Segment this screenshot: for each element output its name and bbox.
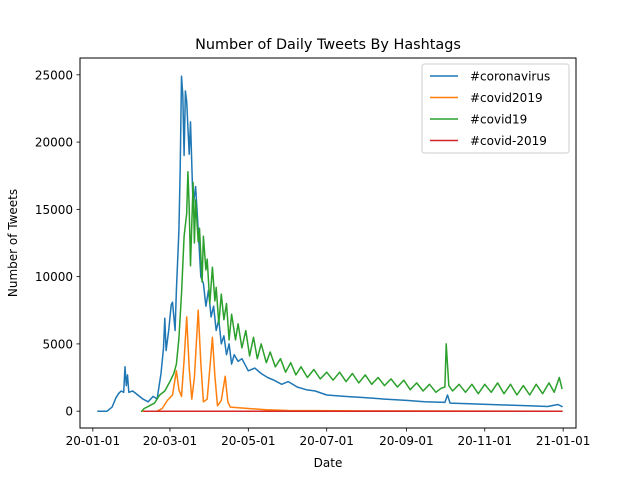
legend-box [421,63,570,154]
y-axis: 0 5000 10000 15000 20000 25000 [35,68,80,419]
legend: #coronavirus #covid2019 #covid19 #covid-201… [421,63,570,154]
y-tick-label: 25000 [35,68,73,82]
legend-label: #coronavirus [470,70,550,84]
series-line-coronavirus [97,75,563,412]
x-axis-label: Date [314,456,343,470]
y-tick-label: 5000 [42,337,73,351]
x-tick-label: 20-07-01 [299,434,353,448]
x-axis: 20-01-01 20-03-01 20-05-01 20-07-01 20-09-01… [66,428,590,448]
x-tick-label: 20-11-01 [458,434,512,448]
legend-label: #covid-2019 [470,134,547,148]
y-tick-label: 10000 [35,270,73,284]
x-tick-label: 20-05-01 [221,434,275,448]
y-tick-label: 20000 [35,136,73,150]
x-tick-label: 20-09-01 [379,434,433,448]
series-line-covid19 [140,170,563,413]
x-tick-label: 20-01-01 [66,434,120,448]
x-tick-label: 21-01-01 [536,434,590,448]
y-tick-label: 15000 [35,203,73,217]
x-tick-label: 20-03-01 [143,434,197,448]
plot-frame [79,57,577,429]
legend-label: #covid19 [470,113,527,127]
legend-label: #covid2019 [470,91,543,105]
chart-title: Number of Daily Tweets By Hashtags [195,37,461,53]
y-tick-label: 0 [65,405,73,419]
series-line-covid2019 [140,309,563,412]
y-axis-label: Number of Tweets [6,189,20,297]
